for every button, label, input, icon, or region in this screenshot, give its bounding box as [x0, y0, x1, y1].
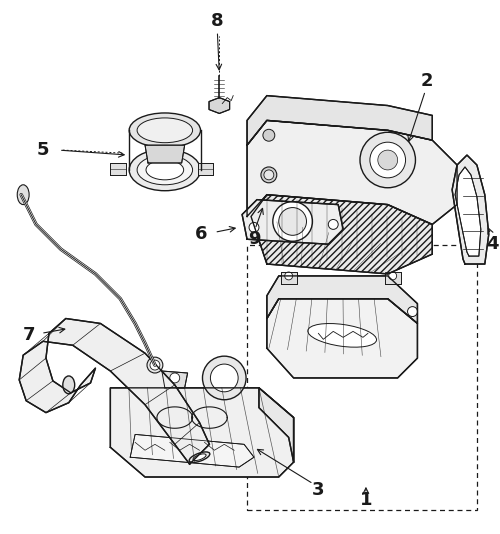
Polygon shape	[267, 276, 418, 324]
Text: 2: 2	[421, 72, 434, 90]
Polygon shape	[385, 272, 400, 284]
Circle shape	[279, 208, 306, 235]
Circle shape	[370, 142, 406, 178]
Polygon shape	[452, 155, 489, 264]
Ellipse shape	[137, 118, 192, 143]
Circle shape	[284, 272, 292, 280]
Text: 4: 4	[486, 235, 499, 253]
Circle shape	[147, 357, 163, 373]
Text: 8: 8	[211, 12, 224, 30]
Circle shape	[210, 364, 238, 392]
Ellipse shape	[193, 454, 206, 460]
Polygon shape	[162, 371, 188, 388]
Circle shape	[170, 373, 179, 383]
Polygon shape	[242, 200, 343, 244]
Ellipse shape	[146, 160, 184, 180]
Circle shape	[249, 223, 259, 232]
Ellipse shape	[129, 113, 200, 147]
Polygon shape	[247, 96, 432, 145]
Circle shape	[264, 170, 274, 180]
Polygon shape	[209, 98, 230, 113]
Polygon shape	[19, 318, 210, 464]
Circle shape	[360, 132, 416, 188]
Text: 3: 3	[312, 481, 324, 499]
Polygon shape	[267, 299, 418, 378]
Text: 7: 7	[23, 326, 36, 344]
Ellipse shape	[308, 324, 376, 347]
Ellipse shape	[63, 376, 74, 394]
Ellipse shape	[189, 452, 210, 462]
Polygon shape	[251, 195, 432, 274]
Polygon shape	[280, 272, 296, 284]
Circle shape	[378, 150, 398, 170]
Circle shape	[388, 272, 396, 280]
Bar	[247, 245, 477, 509]
Polygon shape	[110, 163, 126, 175]
Ellipse shape	[17, 185, 29, 205]
Circle shape	[202, 356, 246, 400]
Ellipse shape	[137, 155, 192, 185]
Polygon shape	[455, 167, 481, 256]
Circle shape	[328, 219, 338, 230]
Ellipse shape	[129, 149, 200, 191]
Text: 1: 1	[360, 491, 372, 509]
Polygon shape	[259, 388, 294, 462]
Circle shape	[150, 360, 160, 370]
Polygon shape	[110, 388, 294, 477]
Circle shape	[273, 202, 312, 241]
Polygon shape	[145, 145, 184, 163]
Polygon shape	[130, 435, 254, 467]
Text: 9: 9	[248, 230, 260, 248]
Polygon shape	[247, 120, 457, 224]
Polygon shape	[198, 163, 214, 175]
Text: 6: 6	[195, 225, 207, 244]
Text: 5: 5	[36, 141, 49, 159]
Circle shape	[408, 307, 418, 317]
Circle shape	[263, 129, 275, 141]
Circle shape	[261, 167, 277, 183]
